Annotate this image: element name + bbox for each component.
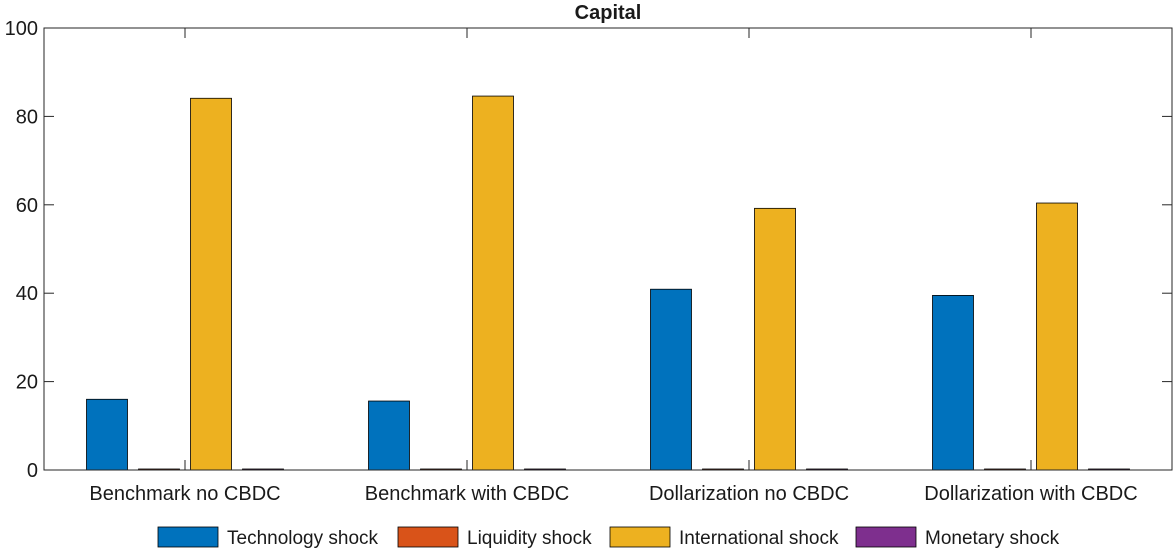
bar-international-shock <box>754 207 796 471</box>
bar-technology-shock <box>650 288 692 471</box>
x-tick-label: Benchmark no CBDC <box>89 483 280 505</box>
bar-international-shock <box>1036 202 1078 471</box>
x-tick-label: Benchmark with CBDC <box>365 483 570 505</box>
legend-label: Liquidity shock <box>467 528 592 549</box>
legend-swatch <box>855 526 917 548</box>
y-tick-label: 100 <box>5 18 38 40</box>
y-tick-label: 60 <box>16 195 38 217</box>
bar-technology-shock <box>86 398 128 471</box>
bar-international-shock <box>190 97 232 471</box>
bars-group <box>86 95 1130 471</box>
y-tick-label: 40 <box>16 283 38 305</box>
legend: Technology shock Liquidity shock Internati… <box>157 526 1060 549</box>
x-tick-label: Dollarization no CBDC <box>649 483 849 505</box>
x-tick-label: Dollarization with CBDC <box>924 483 1137 505</box>
bar-international-shock <box>472 95 514 471</box>
legend-swatch <box>609 526 671 548</box>
bar-technology-shock <box>932 295 974 471</box>
y-tick-label: 0 <box>27 460 38 482</box>
y-tick-label: 80 <box>16 106 38 128</box>
plot-area-frame <box>43 27 1173 471</box>
bar-technology-shock <box>368 400 410 471</box>
legend-label: Monetary shock <box>925 528 1060 549</box>
y-tick-label: 20 <box>16 372 38 394</box>
legend-swatch <box>397 526 459 548</box>
x-axis: Benchmark no CBDC Benchmark with CBDC Doll… <box>89 28 1138 505</box>
y-axis: 0 20 40 60 80 100 <box>5 18 1172 482</box>
legend-swatch <box>157 526 219 548</box>
chart-title: Capital <box>575 2 642 24</box>
legend-label: International shock <box>679 528 839 549</box>
legend-label: Technology shock <box>227 528 379 549</box>
